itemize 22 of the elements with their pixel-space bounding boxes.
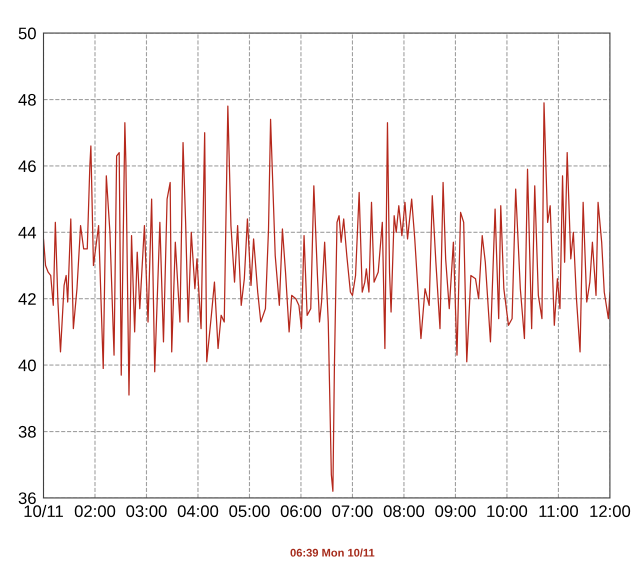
x-tick-label: 12:00 [590,505,630,518]
x-tick-label: 07:00 [332,505,373,518]
y-tick-label: 46 [18,160,36,172]
y-tick-label: 44 [18,226,36,238]
y-tick-label: 36 [18,492,36,504]
x-tick-label: 10:00 [487,505,528,518]
x-tick-label: 09:00 [435,505,476,518]
y-tick-label: 50 [18,28,36,40]
x-tick-label: 10/11 [24,504,63,518]
x-tick-label: 04:00 [178,505,218,518]
x-tick-label: 03:00 [126,505,167,518]
y-tick-label: 48 [18,94,36,106]
line-series [43,102,610,492]
y-tick-label: 42 [18,293,36,305]
x-tick-label: 02:00 [74,505,116,518]
x-tick-label: 05:00 [229,505,270,518]
x-tick-label: 06:00 [280,505,322,518]
x-tick-label: 08:00 [384,505,424,518]
text: 06:39 Mon 10/11 [290,548,374,557]
y-tick-label: 38 [18,426,36,438]
y-tick-label: 40 [18,360,36,372]
x-tick-label: 11:00 [539,505,578,518]
